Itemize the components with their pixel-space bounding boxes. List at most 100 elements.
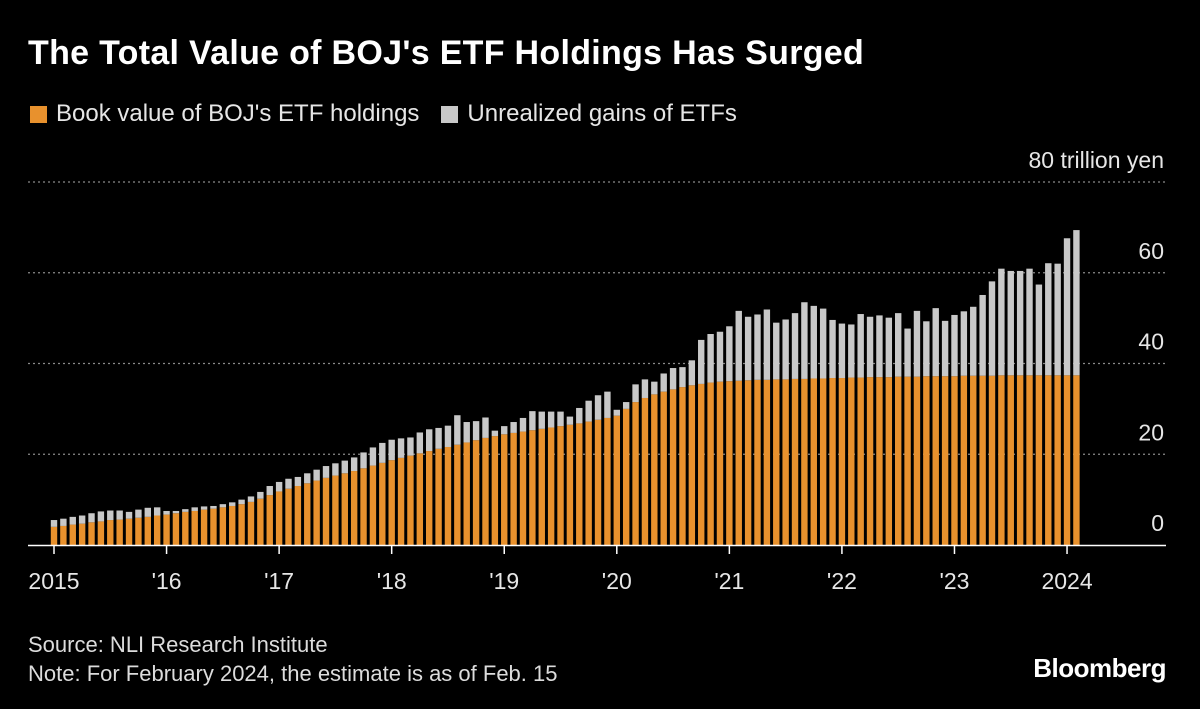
bar-book-value-12	[163, 514, 170, 545]
bar-unrealized-gains-19	[229, 502, 236, 506]
bar-unrealized-gains-6	[107, 510, 114, 521]
legend-item-unrealized-gains: Unrealized gains of ETFs	[441, 100, 737, 128]
bar-unrealized-gains-102	[1007, 270, 1014, 376]
bar-book-value-103	[1016, 375, 1024, 545]
bar-unrealized-gains-69	[698, 339, 705, 384]
bar-unrealized-gains-99	[979, 294, 986, 376]
bar-book-value-65	[660, 391, 667, 545]
bar-book-value-61	[622, 408, 630, 545]
bar-unrealized-gains-80	[801, 302, 808, 379]
bar-unrealized-gains-106	[1045, 263, 1052, 376]
bar-unrealized-gains-108	[1063, 238, 1071, 376]
bar-book-value-27	[304, 483, 311, 545]
bar-book-value-50	[519, 431, 527, 545]
bar-book-value-45	[472, 440, 480, 545]
bar-unrealized-gains-52	[538, 411, 545, 429]
bar-unrealized-gains-90	[895, 313, 902, 377]
bar-unrealized-gains-60	[613, 409, 620, 416]
bar-unrealized-gains-96	[951, 314, 958, 377]
bar-book-value-16	[200, 509, 208, 545]
bar-book-value-79	[791, 378, 799, 545]
bar-unrealized-gains-35	[379, 442, 386, 463]
x-tick-label-72: '21	[714, 568, 744, 594]
bar-unrealized-gains-95	[941, 320, 949, 377]
bar-unrealized-gains-88	[876, 315, 883, 378]
bar-book-value-95	[941, 376, 949, 545]
bar-unrealized-gains-2	[69, 516, 76, 525]
bar-unrealized-gains-74	[744, 316, 752, 381]
bar-unrealized-gains-79	[791, 313, 799, 379]
y-tick-label-80: 80 trillion yen	[1028, 147, 1164, 173]
bar-unrealized-gains-46	[482, 417, 489, 438]
bar-book-value-109	[1073, 375, 1080, 545]
x-tick-label-36: '18	[377, 568, 407, 594]
bar-unrealized-gains-23	[266, 486, 273, 496]
bar-book-value-68	[688, 385, 696, 545]
bar-unrealized-gains-56	[576, 407, 583, 424]
bar-book-value-26	[294, 486, 302, 545]
bar-unrealized-gains-72	[726, 326, 733, 382]
bar-unrealized-gains-103	[1016, 270, 1024, 376]
bar-book-value-82	[819, 378, 827, 545]
bar-unrealized-gains-105	[1035, 284, 1043, 376]
bar-book-value-30	[332, 475, 339, 545]
bar-unrealized-gains-5	[97, 511, 105, 522]
bar-book-value-35	[379, 462, 386, 545]
bar-book-value-66	[669, 389, 677, 545]
bar-book-value-54	[557, 426, 564, 545]
bar-unrealized-gains-75	[754, 314, 761, 380]
bar-book-value-67	[679, 387, 686, 545]
bar-book-value-60	[613, 415, 620, 545]
bar-book-value-75	[754, 379, 761, 545]
bar-unrealized-gains-9	[135, 509, 142, 518]
bar-unrealized-gains-40	[426, 429, 433, 452]
x-tick-label-60: '20	[602, 568, 632, 594]
bar-book-value-96	[951, 376, 958, 545]
bar-book-value-7	[116, 519, 123, 545]
bar-book-value-59	[604, 417, 611, 545]
bar-book-value-108	[1063, 375, 1071, 545]
bar-unrealized-gains-37	[397, 438, 405, 458]
bar-unrealized-gains-67	[679, 367, 686, 388]
x-tick-label-108: 2024	[1041, 568, 1092, 594]
bar-unrealized-gains-44	[463, 422, 470, 443]
bar-book-value-74	[744, 380, 752, 545]
bar-unrealized-gains-100	[988, 281, 996, 376]
bar-unrealized-gains-41	[435, 427, 442, 449]
bar-unrealized-gains-4	[88, 513, 95, 523]
bar-book-value-31	[341, 473, 348, 545]
bar-unrealized-gains-7	[116, 510, 123, 520]
bar-book-value-49	[510, 432, 517, 545]
bar-book-value-92	[913, 376, 921, 545]
bar-book-value-85	[848, 377, 855, 545]
bar-unrealized-gains-84	[838, 323, 846, 379]
bloomberg-logo: Bloomberg	[1033, 653, 1166, 683]
bar-book-value-90	[895, 376, 902, 545]
x-tick-label-12: '16	[152, 568, 182, 594]
x-tick-label-48: '19	[489, 568, 519, 594]
x-tick-label-24: '17	[264, 568, 294, 594]
bar-unrealized-gains-87	[866, 316, 874, 378]
bar-book-value-107	[1054, 375, 1061, 545]
bar-unrealized-gains-109	[1073, 230, 1080, 376]
bar-book-value-88	[876, 377, 883, 545]
bar-book-value-80	[801, 378, 808, 545]
y-tick-label-60: 60	[1138, 238, 1164, 264]
bar-unrealized-gains-78	[782, 319, 789, 380]
y-tick-label-40: 40	[1138, 329, 1164, 355]
bar-unrealized-gains-39	[416, 432, 424, 454]
bar-unrealized-gains-21	[247, 496, 255, 502]
bar-book-value-19	[229, 505, 236, 545]
bar-unrealized-gains-63	[641, 379, 649, 398]
bar-unrealized-gains-53	[547, 411, 555, 428]
x-tick-label-84: '22	[827, 568, 857, 594]
bar-book-value-13	[172, 513, 180, 545]
legend-label-book-value: Book value of BOJ's ETF holdings	[56, 100, 420, 127]
legend-swatch-unrealized-gains	[441, 105, 459, 123]
bar-unrealized-gains-76	[763, 309, 771, 380]
bar-book-value-70	[707, 382, 714, 545]
bar-unrealized-gains-12	[163, 510, 170, 515]
bar-book-value-24	[275, 491, 283, 545]
bar-book-value-15	[191, 510, 198, 545]
